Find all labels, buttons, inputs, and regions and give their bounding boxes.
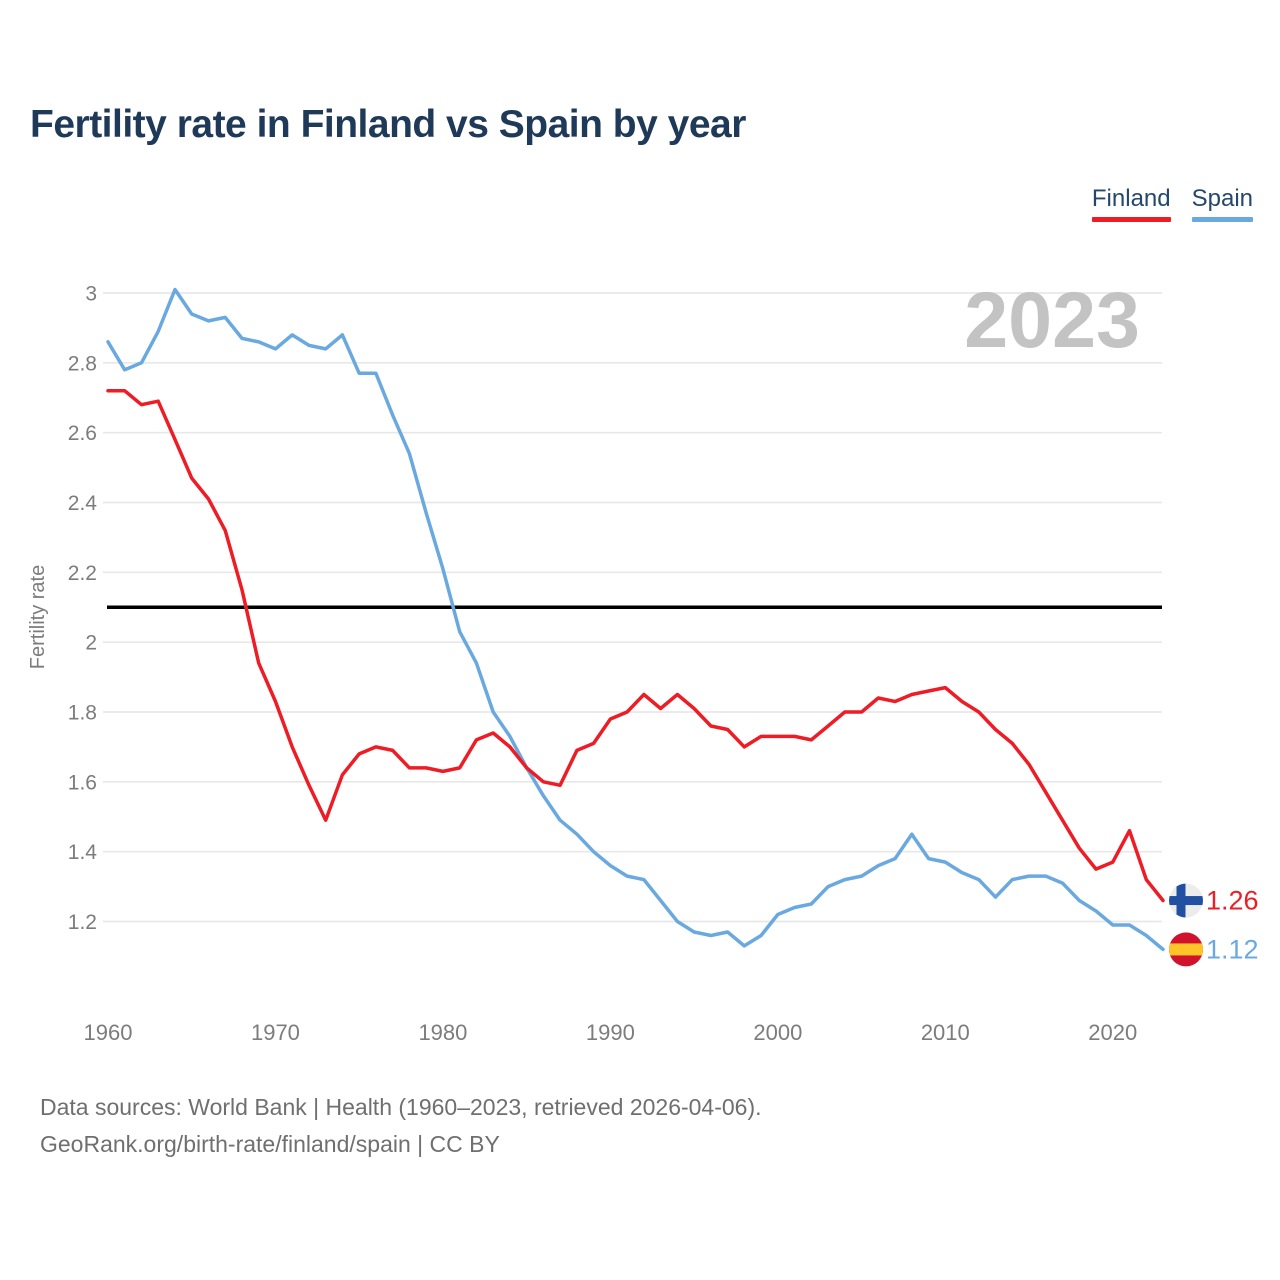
watermark-year: 2023 [964, 275, 1140, 364]
legend-item-finland[interactable]: Finland [1091, 185, 1171, 222]
data-sources-line2: GeoRank.org/birth-rate/finland/spain | C… [40, 1131, 500, 1157]
legend-item-spain[interactable]: Spain [1191, 185, 1253, 222]
x-tick-label: 1980 [418, 1020, 467, 1045]
x-tick-label: 2010 [921, 1020, 970, 1045]
x-tick-label: 1960 [84, 1020, 133, 1045]
end-value-label-finland: 1.26 [1206, 886, 1259, 916]
x-tick-label: 1990 [586, 1020, 635, 1045]
x-tick-label: 1970 [251, 1020, 300, 1045]
y-tick-label: 2.6 [68, 422, 97, 445]
legend-swatch-spain [1191, 217, 1253, 222]
series-line-spain [106, 287, 1165, 952]
data-sources-note: Data sources: World Bank | Health (1960–… [40, 1089, 762, 1163]
y-tick-label: 2.2 [68, 562, 97, 585]
y-tick-label: 3 [85, 283, 97, 306]
finland-flag-icon-part [1176, 883, 1186, 918]
y-tick-label: 1.2 [68, 911, 97, 934]
legend-label-finland: Finland [1091, 185, 1171, 212]
y-tick-label: 2.4 [68, 492, 98, 515]
x-tick-label: 2020 [1088, 1020, 1137, 1045]
spain-flag-icon [1169, 932, 1203, 967]
legend-swatch-finland [1091, 217, 1171, 222]
x-tick-label: 2000 [753, 1020, 802, 1045]
finland-flag-icon [1169, 883, 1203, 918]
y-tick-label: 1.4 [68, 841, 98, 864]
finland-flag-icon-part [1169, 896, 1203, 906]
y-tick-label: 2 [85, 632, 97, 655]
y-axis-title: Fertility rate [27, 565, 49, 669]
end-value-label-spain: 1.12 [1206, 934, 1259, 964]
spain-flag-icon-part [1169, 943, 1203, 956]
y-tick-label: 1.8 [68, 702, 97, 725]
page-title: Fertility rate in Finland vs Spain by ye… [30, 103, 746, 146]
legend-label-spain: Spain [1191, 185, 1253, 212]
series-line-finland [106, 389, 1165, 903]
legend: Finland Spain [1091, 185, 1253, 222]
data-sources-line1: Data sources: World Bank | Health (1960–… [40, 1094, 762, 1120]
y-tick-label: 2.8 [68, 352, 97, 375]
y-tick-label: 1.6 [68, 771, 97, 794]
